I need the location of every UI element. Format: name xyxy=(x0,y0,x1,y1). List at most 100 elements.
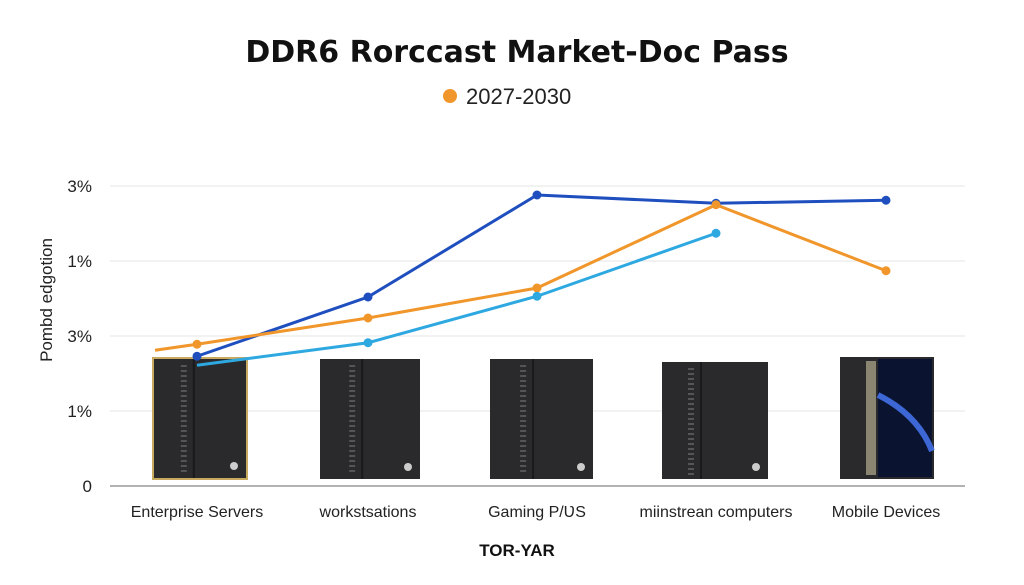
module-body xyxy=(320,359,420,479)
pin xyxy=(520,455,527,457)
pin xyxy=(520,420,527,422)
screen-glow xyxy=(876,392,935,453)
category-image-memory-module xyxy=(152,357,248,480)
data-point xyxy=(192,351,202,361)
pin xyxy=(180,440,187,442)
pin xyxy=(520,415,527,417)
pin xyxy=(180,400,187,402)
pin xyxy=(520,370,527,372)
module-body xyxy=(490,359,593,479)
y-tick-label: 0 xyxy=(83,477,92,496)
pin xyxy=(688,433,694,435)
screw xyxy=(230,462,238,470)
pin xyxy=(688,453,694,455)
pin xyxy=(688,443,694,445)
pin xyxy=(180,465,187,467)
pin xyxy=(180,375,187,377)
pin xyxy=(349,465,356,467)
pin xyxy=(688,463,694,465)
data-point xyxy=(711,200,721,210)
pin xyxy=(349,460,356,462)
module-body xyxy=(662,362,768,479)
divider xyxy=(532,359,535,479)
category-image-memory-module xyxy=(490,359,593,479)
y-tick-label: 3% xyxy=(67,177,92,196)
pin xyxy=(349,440,356,442)
pin xyxy=(349,375,356,377)
pin xyxy=(349,450,356,452)
series-line-2 xyxy=(196,231,717,367)
screw xyxy=(752,463,760,471)
pin xyxy=(180,370,187,372)
pin xyxy=(180,425,187,427)
y-tick-label: 3% xyxy=(67,327,92,346)
pin xyxy=(180,430,187,432)
pin xyxy=(180,470,187,472)
pin xyxy=(180,395,187,397)
pin xyxy=(180,390,187,392)
pin xyxy=(180,410,187,412)
pin xyxy=(180,450,187,452)
pin xyxy=(349,370,356,372)
pin xyxy=(180,380,187,382)
x-category-label: Gaming P/ƲS xyxy=(488,504,586,521)
pin xyxy=(349,470,356,472)
series-lines xyxy=(154,190,891,367)
pin xyxy=(688,413,694,415)
x-categories: Enterprise Servers workstsations Gaming P/… xyxy=(131,504,940,521)
data-point xyxy=(532,190,542,200)
pin xyxy=(520,440,527,442)
screw xyxy=(404,463,412,471)
data-point xyxy=(192,339,202,349)
pin xyxy=(180,415,187,417)
category-image-memory-module xyxy=(662,362,768,479)
pin xyxy=(349,420,356,422)
pin xyxy=(520,470,527,472)
legend-label: 2027-2030 xyxy=(466,84,571,109)
data-point xyxy=(881,195,891,205)
pin xyxy=(688,398,694,400)
pin xyxy=(180,435,187,437)
pin xyxy=(688,403,694,405)
legend-marker xyxy=(443,89,457,103)
data-point xyxy=(363,338,373,348)
pin xyxy=(688,458,694,460)
pin xyxy=(349,445,356,447)
pin xyxy=(349,405,356,407)
pin xyxy=(180,460,187,462)
pin xyxy=(688,378,694,380)
pin xyxy=(180,420,187,422)
pin xyxy=(520,460,527,462)
divider xyxy=(700,362,702,479)
data-point xyxy=(881,266,891,276)
pin xyxy=(520,380,527,382)
pin xyxy=(520,435,527,437)
y-tick-label: 1% xyxy=(67,252,92,271)
pin xyxy=(520,410,527,412)
pin xyxy=(349,455,356,457)
pin xyxy=(520,375,527,377)
pin xyxy=(688,448,694,450)
pin xyxy=(520,365,527,367)
pin xyxy=(349,435,356,437)
pin xyxy=(349,395,356,397)
pin xyxy=(688,383,694,385)
pin xyxy=(349,425,356,427)
x-category-label: miinstrean computers xyxy=(640,504,793,521)
pin xyxy=(688,368,694,370)
pin xyxy=(520,385,527,387)
module-body xyxy=(154,359,246,478)
category-image-mobile-memory-module-with-screen xyxy=(840,357,935,479)
pin xyxy=(688,473,694,475)
pin xyxy=(349,385,356,387)
pin xyxy=(688,428,694,430)
data-point xyxy=(363,313,373,323)
pins xyxy=(866,361,876,475)
x-category-label: Mobile Devices xyxy=(832,504,940,521)
pin xyxy=(688,393,694,395)
x-category-label: Enterprise Servers xyxy=(131,504,264,521)
pin xyxy=(688,438,694,440)
pin xyxy=(688,423,694,425)
pin xyxy=(688,408,694,410)
